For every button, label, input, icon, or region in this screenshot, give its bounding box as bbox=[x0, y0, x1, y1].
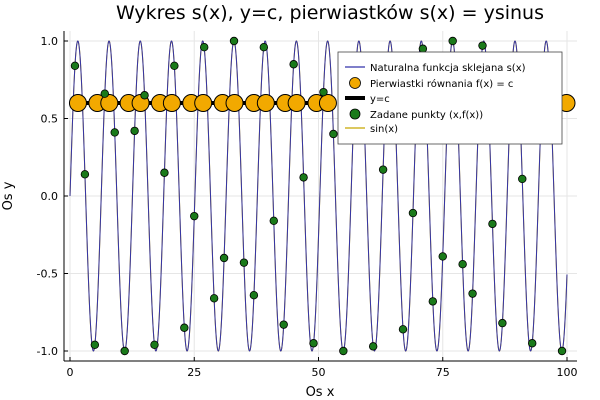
root-point bbox=[256, 94, 275, 112]
y-tick-label: -0.5 bbox=[37, 268, 58, 281]
y-tick-label: 0.0 bbox=[41, 190, 59, 203]
data-point bbox=[180, 323, 189, 332]
data-point bbox=[478, 41, 487, 50]
data-point bbox=[140, 91, 149, 100]
root-point bbox=[194, 94, 213, 112]
x-axis-title: Os x bbox=[306, 385, 335, 400]
series-line-spline bbox=[69, 40, 568, 352]
root-point bbox=[287, 94, 306, 112]
data-point bbox=[428, 297, 438, 306]
data-point bbox=[408, 208, 418, 218]
data-point bbox=[170, 61, 179, 71]
legend-box bbox=[337, 51, 563, 145]
grid bbox=[64, 31, 577, 361]
y-axis-title: Os y bbox=[1, 181, 16, 210]
data-point bbox=[319, 87, 328, 97]
data-point bbox=[239, 258, 249, 267]
root-point bbox=[318, 94, 337, 112]
y-tick-label: -1.0 bbox=[37, 345, 58, 358]
data-point bbox=[329, 129, 338, 139]
y-tick-label: 1.0 bbox=[41, 35, 59, 48]
data-point bbox=[110, 128, 119, 137]
legend-label-roots: Pierwiastki równania f(x) = c bbox=[370, 78, 513, 90]
data-point bbox=[528, 339, 537, 348]
legend-label-spline: Naturalna funkcja sklejana s(x) bbox=[370, 63, 526, 74]
root-point bbox=[162, 94, 181, 112]
data-point bbox=[190, 211, 199, 221]
data-point bbox=[468, 289, 477, 298]
data-point bbox=[120, 346, 129, 356]
legend-swatch-roots bbox=[349, 77, 361, 89]
data-point bbox=[279, 320, 288, 329]
tick-labels: 0 25 50 75 100 -1.0 -0.5 0.0 0.5 1.0 bbox=[37, 35, 578, 379]
data-point bbox=[299, 173, 308, 182]
data-point bbox=[150, 340, 159, 349]
data-point bbox=[518, 174, 527, 184]
data-point bbox=[229, 36, 239, 46]
data-point bbox=[100, 89, 109, 98]
data-point bbox=[398, 325, 408, 334]
data-point bbox=[249, 291, 259, 300]
root-point bbox=[225, 94, 244, 112]
legend-label-sin: sin(x) bbox=[370, 124, 398, 135]
data-point bbox=[199, 43, 209, 52]
data-point bbox=[269, 216, 278, 225]
data-point bbox=[259, 43, 269, 52]
data-point bbox=[458, 260, 467, 269]
root-point bbox=[100, 94, 119, 112]
legend-swatch-points bbox=[349, 108, 361, 120]
legend-label-points: Zadane punkty (x,f(x)) bbox=[370, 110, 483, 121]
legend: Naturalna funkcja sklejana s(x) Pierwias… bbox=[337, 51, 563, 145]
data-point bbox=[448, 36, 457, 46]
data-point bbox=[498, 318, 507, 328]
data-point bbox=[209, 294, 219, 303]
x-tick-label: 25 bbox=[187, 366, 201, 379]
data-point bbox=[160, 168, 169, 177]
chart-title: Wykres s(x), y=c, pierwiastków s(x) = ys… bbox=[116, 2, 544, 24]
data-point bbox=[90, 340, 100, 349]
data-point bbox=[438, 252, 447, 261]
x-tick-label: 0 bbox=[67, 366, 74, 379]
data-point bbox=[70, 61, 80, 71]
x-tick-label: 100 bbox=[557, 366, 578, 379]
x-tick-label: 50 bbox=[312, 366, 326, 379]
data-point bbox=[557, 346, 567, 356]
data-point bbox=[80, 170, 90, 179]
data-point bbox=[368, 342, 378, 351]
y-tick-label: 0.5 bbox=[41, 113, 59, 126]
data-point bbox=[130, 126, 139, 136]
x-tick-label: 75 bbox=[436, 366, 450, 379]
data-point bbox=[488, 219, 497, 229]
data-point bbox=[339, 346, 348, 356]
axes bbox=[63, 31, 577, 362]
root-point bbox=[68, 94, 87, 112]
data-point bbox=[418, 44, 428, 53]
data-point bbox=[219, 253, 229, 263]
legend-label-yc: y=c bbox=[370, 94, 390, 105]
data-point bbox=[289, 60, 298, 69]
data-point bbox=[378, 165, 388, 174]
data-point bbox=[309, 339, 318, 348]
